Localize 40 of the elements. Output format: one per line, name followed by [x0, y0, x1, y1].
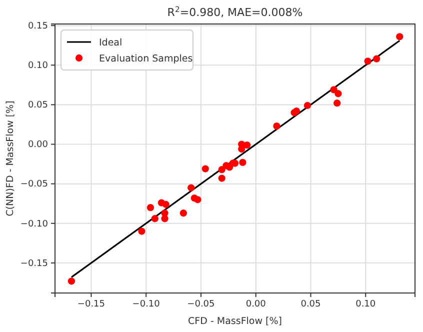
y-tick-label: 0.10 [28, 61, 48, 72]
point [202, 165, 209, 172]
x-tick-label: 0.05 [300, 299, 321, 310]
point [304, 102, 312, 110]
x-tick-label: −0.15 [77, 299, 106, 310]
x-tick-label: 0.10 [356, 299, 376, 310]
y-tick-label: −0.05 [20, 180, 48, 190]
y-tick-label: −0.15 [20, 258, 48, 269]
x-tick-label: 0.00 [246, 299, 266, 310]
point [218, 174, 226, 182]
point [138, 228, 146, 235]
point [292, 107, 300, 115]
point [396, 33, 404, 40]
point [146, 204, 154, 212]
legend-label: Evaluation Samples [99, 54, 193, 64]
point [373, 55, 380, 62]
point [161, 215, 168, 222]
point [334, 100, 341, 107]
y-axis-title: C(NN)FD - MassFlow [%] [5, 100, 16, 216]
point [239, 158, 246, 166]
point [218, 166, 226, 174]
point [151, 215, 158, 222]
y-tick-label: 0.00 [28, 140, 48, 150]
chart-title: R$^{2}$=0.980, MAE=0.008% [167, 4, 303, 19]
x-tick-label: −0.10 [132, 299, 160, 310]
legend-label: Ideal [99, 38, 122, 48]
point [194, 196, 202, 204]
point [162, 200, 170, 208]
y-tick-label: 0.15 [28, 21, 48, 32]
point [334, 90, 342, 98]
point [68, 278, 76, 285]
point [188, 184, 195, 192]
point [244, 141, 251, 149]
y-tick-label: −0.10 [20, 219, 48, 230]
point [180, 210, 187, 217]
y-tick-label: 0.05 [28, 100, 48, 111]
x-tick-label: −0.05 [187, 299, 215, 310]
point [364, 58, 372, 65]
point [273, 122, 280, 130]
x-axis-title: CFD - MassFlow [%] [188, 316, 282, 327]
